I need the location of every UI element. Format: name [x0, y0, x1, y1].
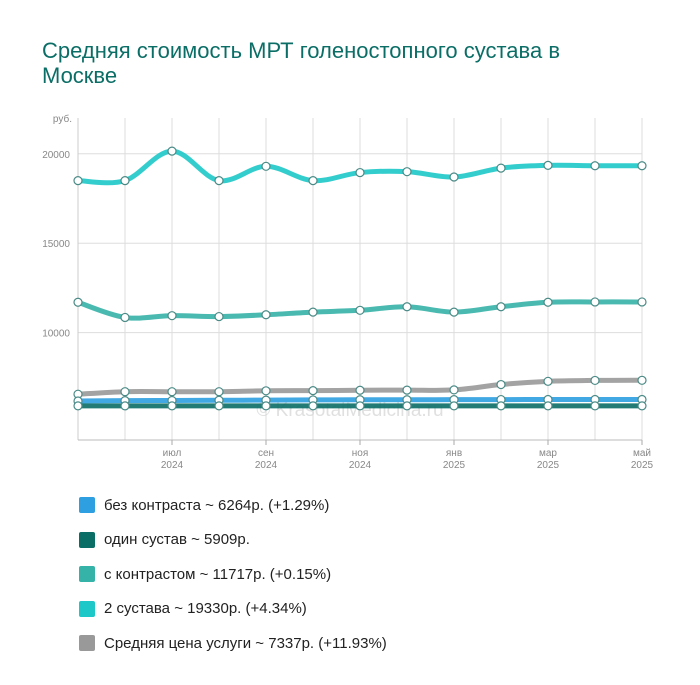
- data-point: [355, 167, 365, 178]
- y-tick-label: 15000: [42, 239, 70, 250]
- data-point: [120, 312, 130, 323]
- x-tick-label-month: май: [633, 448, 651, 459]
- data-point: [308, 307, 318, 317]
- data-point: [543, 160, 553, 171]
- data-point: [402, 401, 412, 411]
- chart-legend: без контраста ~ 6264р. (+1.29%) один суст…: [79, 488, 387, 661]
- data-point: [496, 302, 506, 312]
- legend-swatch: [79, 497, 95, 514]
- chart-title: Средняя стоимость МРТ голеностопного сус…: [42, 38, 561, 88]
- legend-item[interactable]: один сустав ~ 5909р.: [79, 523, 387, 558]
- data-point: [637, 375, 647, 385]
- data-point: [214, 311, 224, 322]
- data-point: [120, 387, 130, 397]
- data-point: [543, 376, 553, 386]
- data-point: [120, 176, 130, 186]
- data-point: [402, 385, 412, 395]
- data-point: [73, 176, 83, 186]
- legend-item[interactable]: Средняя цена услуги ~ 7337р. (+11.93%): [79, 626, 387, 661]
- data-point: [496, 401, 506, 411]
- data-point: [73, 401, 83, 411]
- data-point: [167, 387, 177, 397]
- legend-swatch: [79, 566, 95, 583]
- x-tick-label-month: мар: [539, 448, 557, 459]
- data-point: [261, 161, 271, 171]
- data-point: [402, 167, 412, 177]
- data-point: [167, 146, 177, 156]
- data-point: [73, 297, 83, 307]
- data-point: [449, 307, 459, 317]
- data-point: [590, 375, 600, 386]
- y-axis-label: руб.: [53, 113, 72, 125]
- data-point: [214, 387, 224, 397]
- data-point: [590, 297, 600, 307]
- data-point: [449, 385, 459, 395]
- x-tick-label-month: ноя: [352, 448, 369, 459]
- legend-item[interactable]: без контраста ~ 6264р. (+1.29%): [79, 488, 387, 523]
- data-point: [167, 401, 177, 411]
- data-point: [120, 401, 130, 411]
- data-point: [590, 401, 600, 411]
- legend-label: с контрастом ~ 11717р. (+0.15%): [104, 565, 332, 583]
- data-point: [637, 161, 647, 171]
- x-tick-label-year: 2024: [349, 460, 372, 471]
- legend-label: 2 сустава ~ 19330р. (+4.34%): [104, 600, 307, 618]
- legend-swatch: [79, 600, 95, 617]
- x-tick-label-year: 2025: [537, 460, 560, 471]
- data-point: [355, 305, 365, 315]
- data-point: [355, 385, 365, 395]
- data-point: [261, 310, 271, 320]
- legend-swatch: [79, 635, 95, 652]
- legend-swatch: [79, 531, 95, 548]
- legend-item[interactable]: 2 сустава ~ 19330р. (+4.34%): [79, 592, 387, 627]
- data-point: [308, 386, 318, 396]
- legend-label: без контраста ~ 6264р. (+1.29%): [104, 496, 330, 514]
- y-tick-label: 20000: [42, 150, 70, 161]
- x-tick-label-year: 2024: [161, 460, 184, 471]
- data-point: [167, 311, 177, 321]
- line-chart: 100001500020000руб.июл2024сен2024ноя2024…: [42, 113, 654, 471]
- x-tick-label-month: сен: [258, 448, 274, 459]
- data-point: [355, 401, 365, 411]
- data-point: [308, 176, 318, 186]
- data-point: [402, 302, 412, 312]
- data-point: [590, 161, 600, 171]
- data-point: [261, 386, 271, 396]
- legend-label: один сустав ~ 5909р.: [104, 531, 250, 549]
- data-point: [214, 401, 224, 411]
- x-tick-label-year: 2025: [631, 460, 654, 471]
- data-point: [449, 401, 459, 411]
- data-point: [543, 401, 553, 411]
- x-tick-label-year: 2025: [443, 460, 466, 471]
- data-point: [496, 379, 506, 390]
- data-point: [543, 297, 553, 307]
- data-point: [496, 163, 506, 173]
- data-point: [637, 297, 647, 307]
- x-tick-label-month: июл: [163, 448, 182, 459]
- data-point: [449, 172, 459, 182]
- watermark: © KrasotaiMedicina.ru: [256, 400, 443, 421]
- data-point: [637, 401, 647, 411]
- data-point: [214, 176, 224, 186]
- data-point: [308, 401, 318, 411]
- legend-item[interactable]: с контрастом ~ 11717р. (+0.15%): [79, 557, 387, 592]
- data-point: [261, 401, 271, 411]
- x-tick-label-month: янв: [446, 448, 462, 459]
- x-tick-label-year: 2024: [255, 460, 278, 471]
- legend-label: Средняя цена услуги ~ 7337р. (+11.93%): [104, 634, 387, 652]
- y-tick-label: 10000: [42, 329, 70, 340]
